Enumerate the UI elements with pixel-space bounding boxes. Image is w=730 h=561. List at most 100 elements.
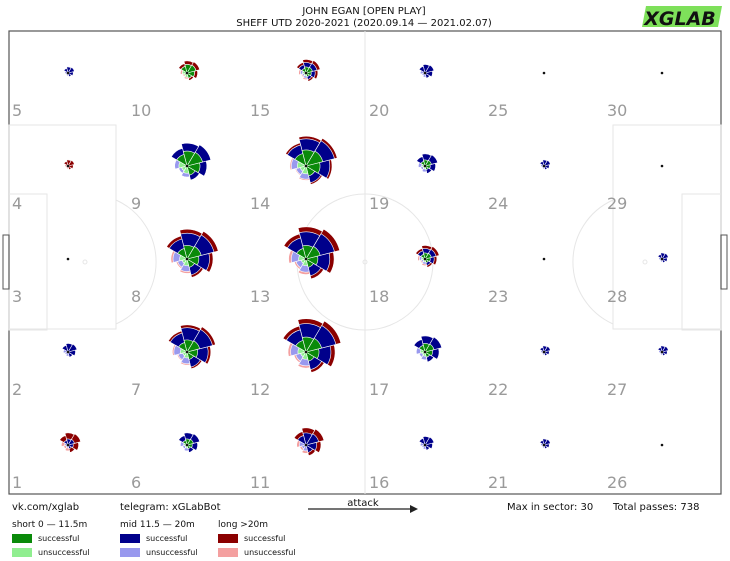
zone-sonar [416,153,439,174]
zone-number: 21 [488,473,508,492]
vk-link[interactable]: vk.com/xglab [12,502,79,513]
zone-center-dot [66,257,70,261]
zone-sonar [63,159,75,171]
zone-number: 25 [488,101,508,120]
zone-sonar [418,436,435,451]
logo-badge [642,6,722,27]
zone-sonar [283,226,341,280]
zone-sonar [178,432,201,453]
sonar-sector [418,437,426,446]
zone-sonar [170,143,212,181]
zone-center-dot [660,164,664,168]
sonar-sector [297,435,307,446]
zone-center-dot [185,443,189,447]
zone-number: 13 [250,287,270,306]
legend-swatch [218,534,238,543]
zone-sonar [59,432,82,453]
zone-center-dot [304,443,308,447]
xglab-logo: XGLAB [642,6,722,30]
zone-sonar [413,335,443,363]
zone-center-dot [66,350,70,354]
sonar-sector [301,351,309,360]
zone-number: 19 [369,194,389,213]
sonar-sector [186,340,201,353]
sonar-sector [539,439,545,446]
sonar-sector [67,343,78,353]
zone-center-dot [66,443,70,447]
zone-sonar [539,438,551,450]
zone-number: 15 [250,101,270,120]
legend-label: unsuccessful [38,548,90,557]
zone-number: 9 [131,194,141,213]
sonar-sector [67,66,75,74]
right-penalty-spot [642,259,648,265]
sonar-sector [182,165,190,174]
attack-arrow [308,505,418,513]
zone-sonar [660,71,664,75]
zone-center-dot [185,71,189,75]
max-in-sector: Max in sector: 30 [507,502,593,513]
sonar-sector [424,64,435,74]
sonar-sector [420,160,426,167]
sonar-sector [424,252,432,260]
zone-sonar [63,66,75,78]
zone-sonar [542,71,546,75]
zone-center-dot [542,350,546,354]
sonar-sector [539,346,545,353]
zone-sonar [660,443,664,447]
zone-sonar [415,245,440,268]
zone-center-dot [66,71,70,75]
sonar-sector [296,248,307,260]
zone-number: 17 [369,380,389,399]
right-penalty-arc [572,199,614,325]
left-penalty-box [8,124,117,330]
sonar-sector [661,345,669,353]
zone-sonar [542,257,546,261]
zone-number: 6 [131,473,141,492]
chart-subtitle: SHEFF UTD 2020-2021 (2020.09.14 — 2021.0… [236,18,492,29]
sonar-sector [301,67,307,74]
zone-number: 4 [12,194,22,213]
sonar-sector [661,252,669,260]
sonar-sector [657,253,663,260]
zone-sonar [167,324,216,370]
total-passes: Total passes: 738 [612,502,699,513]
sonar-sector [305,433,320,446]
legend-swatch [120,534,140,543]
zone-center-dot [185,350,189,354]
sonar-sector [63,160,69,167]
sonar-sector [182,439,188,446]
zone-sonar [293,427,325,457]
sonar-sector [61,344,69,353]
sonar-sector [418,65,426,74]
zone-center-dot [423,71,427,75]
telegram-link[interactable]: telegram: xGLabBot [120,502,221,513]
zone-center-dot [185,164,189,168]
sonar-sector [305,150,324,167]
zone-number: 27 [607,380,627,399]
legend-swatch [218,548,238,557]
sonar-sector [305,337,322,353]
attack-label: attack [347,498,379,509]
sonar-sector [177,248,188,260]
zone-number: 10 [131,101,151,120]
legend-swatch [120,548,140,557]
right-six-yard-box [681,193,722,331]
zone-number: 23 [488,287,508,306]
zone-sonar [418,64,435,79]
right-goal [720,234,728,290]
zone-number: 2 [12,380,22,399]
zone-number: 30 [607,101,627,120]
zone-center-dot [660,257,664,261]
zone-number: 16 [369,473,389,492]
left-penalty-arc [115,199,157,325]
zone-center-dot [423,350,427,354]
sonar-sector [305,245,321,260]
sonar-sector [302,444,308,452]
zone-sonar [657,345,669,357]
sonar-sector [657,346,663,353]
legend-group-title: short 0 — 11.5m [12,520,87,530]
zone-layer: 1234567891011121314151617181920212223242… [12,59,669,492]
sonar-sector [63,439,69,446]
zone-center-dot [304,257,308,261]
